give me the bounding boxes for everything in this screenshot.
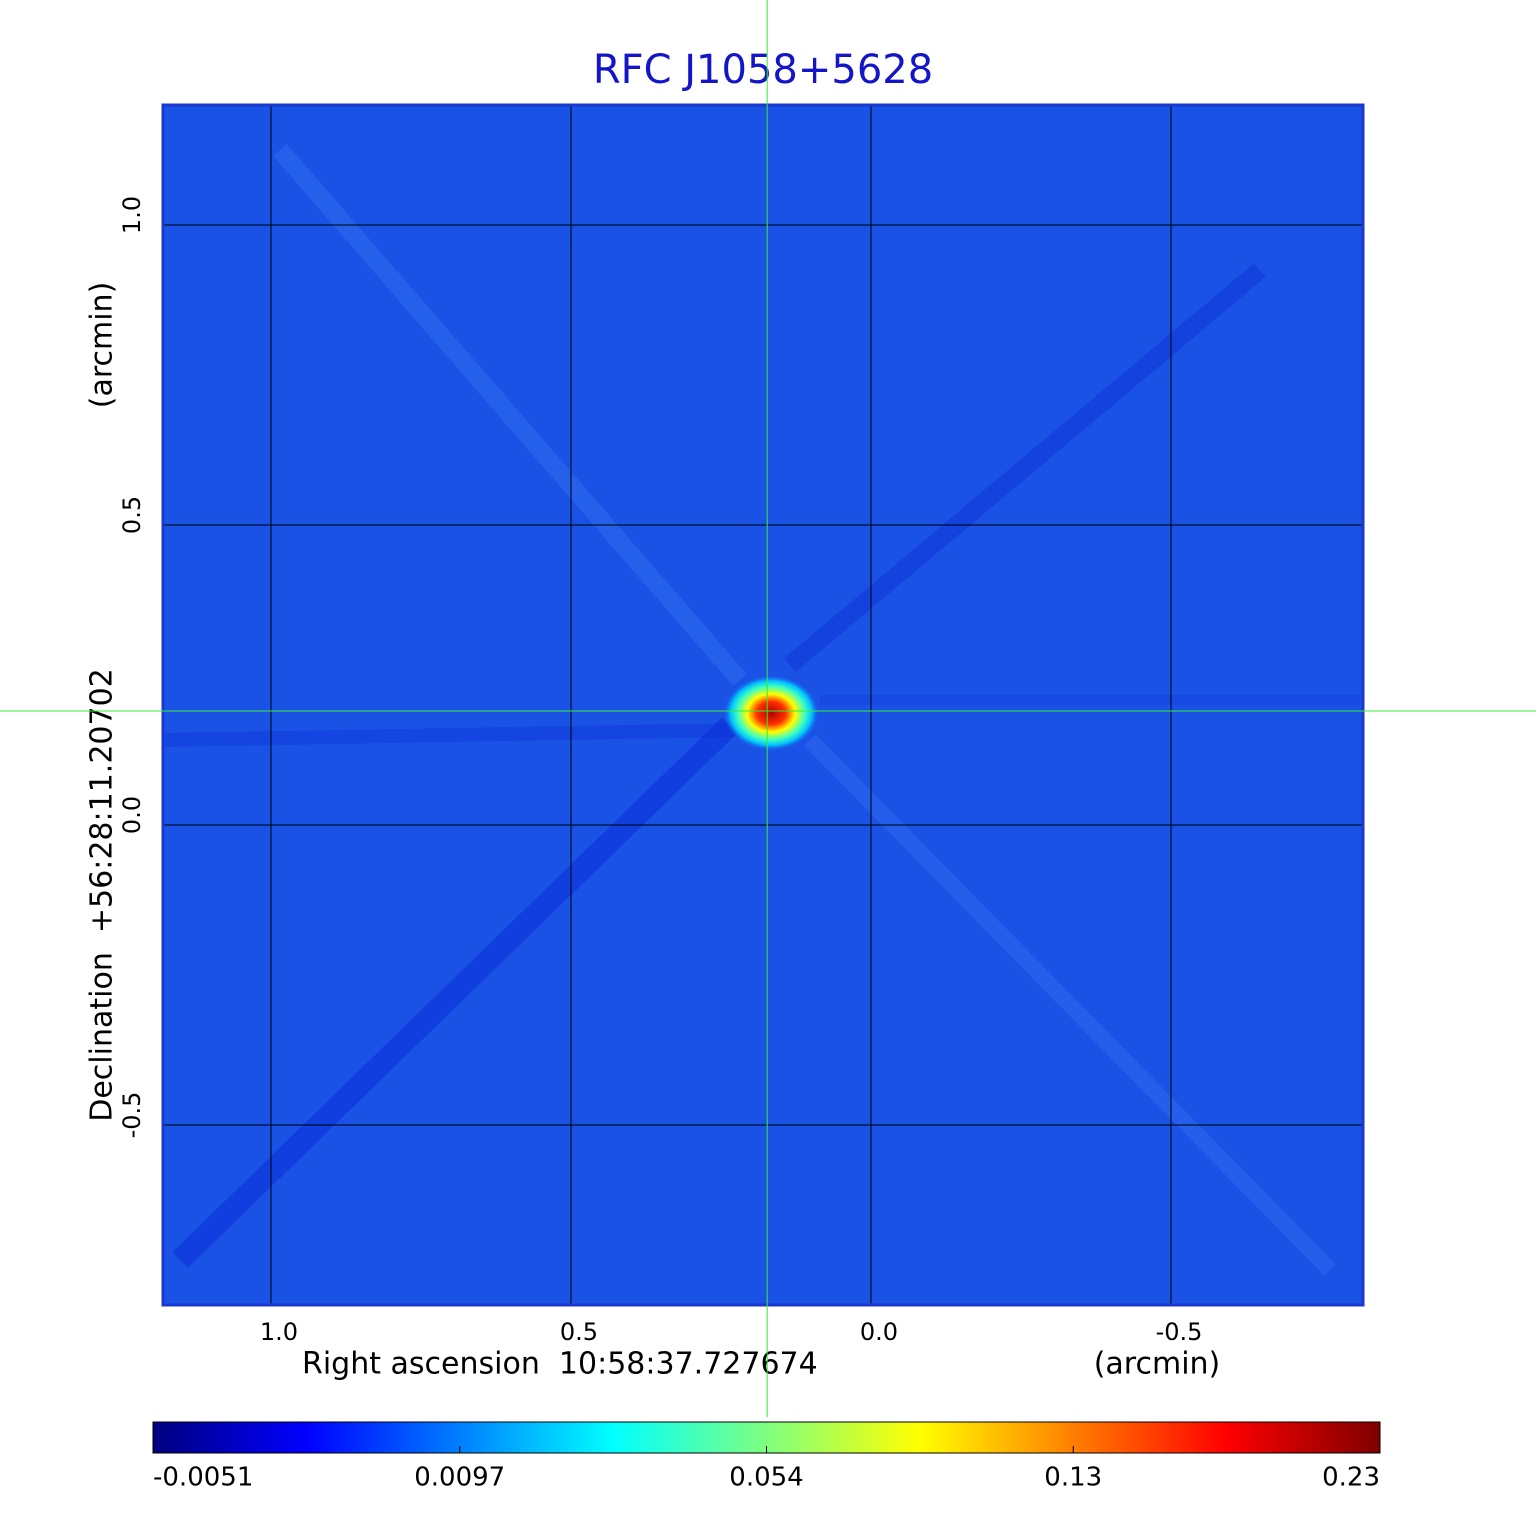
colorbar-tick-label: -0.0051 — [153, 1463, 253, 1493]
y-tick-label: 0.5 — [118, 496, 146, 534]
colorbar-tick-label: 0.13 — [1044, 1463, 1102, 1493]
y-tick-label: 1.0 — [118, 196, 146, 234]
colorbar-tick-label: 0.054 — [729, 1463, 803, 1493]
colorbar-tick-label: 0.23 — [1322, 1463, 1380, 1493]
x-axis-label: Right ascension 10:58:37.727674 — [302, 1347, 818, 1382]
colorbar-tick-label: 0.0097 — [414, 1463, 505, 1493]
y-axis-label: Declination +56:28:11.20702 — [85, 668, 120, 1122]
x-tick-label: 0.0 — [860, 1318, 898, 1346]
y-axis-unit: (arcmin) — [85, 282, 120, 409]
chart-title: RFC J1058+5628 — [593, 47, 933, 93]
x-axis-unit: (arcmin) — [1094, 1347, 1221, 1382]
plot-frame — [161, 103, 1365, 1307]
x-tick-label: 0.5 — [560, 1318, 598, 1346]
x-tick-label: 1.0 — [260, 1318, 298, 1346]
x-tick-label: -0.5 — [1156, 1318, 1203, 1346]
image-structure — [164, 144, 1360, 1276]
y-tick-label: 0.0 — [118, 796, 146, 834]
y-tick-label: -0.5 — [118, 1092, 146, 1139]
source-emission — [723, 675, 820, 751]
